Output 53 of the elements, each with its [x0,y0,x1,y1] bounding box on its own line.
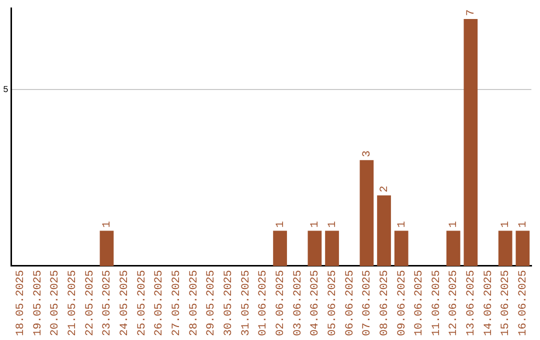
x-tick-label: 11.06.2025 [430,270,443,336]
x-tick-label: 31.05.2025 [240,270,252,336]
x-tick-label: 20.05.2025 [50,270,62,336]
x-tick-label: 14.06.2025 [482,270,495,336]
x-tick-label: 12.06.2025 [448,270,460,336]
x-tick-label: 19.05.2025 [32,270,44,336]
x-tick-label: 08.06.2025 [378,270,391,336]
bar [325,230,339,266]
bar [516,230,530,266]
x-tick-label: 06.06.2025 [344,270,356,336]
data-label: 2 [378,186,391,192]
x-tick-label: 22.05.2025 [84,270,96,336]
x-tick-label: 01.06.2025 [258,270,270,336]
bar [100,230,114,266]
x-tick-label: 23.05.2025 [102,270,114,336]
x-tick-label: 18.05.2025 [14,270,27,336]
data-label: 3 [362,150,374,158]
x-tick-label: 26.05.2025 [154,270,166,336]
x-tick-label: 24.05.2025 [118,270,131,336]
bar [377,195,391,266]
bar [360,160,374,266]
bar [273,230,287,266]
x-tick-label: 02.06.2025 [274,270,287,336]
x-tick-label: 25.05.2025 [136,270,148,336]
x-tick-label: 27.05.2025 [170,270,183,336]
x-tick-label: 28.05.2025 [188,270,200,336]
data-label: 1 [518,220,530,228]
data-label: 1 [396,220,408,228]
bar [446,230,460,266]
data-label: 1 [102,220,114,228]
x-tick-label: 07.06.2025 [362,270,374,336]
x-tick-label: 13.06.2025 [466,270,478,336]
data-label: 1 [500,220,512,228]
y-tick-label: 5 [2,84,8,95]
bar [394,230,408,266]
x-tick-label: 05.06.2025 [326,270,339,336]
x-tick-label: 30.05.2025 [222,270,235,336]
data-label: 1 [326,220,339,228]
x-tick-label: 09.06.2025 [396,270,408,336]
x-tick-label: 04.06.2025 [310,270,322,336]
data-label: 1 [448,220,460,228]
bar [464,18,478,266]
x-tick-label: 16.06.2025 [518,270,530,336]
x-tick-label: 03.06.2025 [292,270,304,336]
data-label: 7 [466,9,478,16]
data-label: 1 [274,220,287,228]
data-label: 1 [310,220,322,228]
x-tick-label: 15.06.2025 [500,270,512,336]
x-tick-label: 10.06.2025 [414,270,426,336]
x-tick-label: 21.05.2025 [66,270,79,336]
x-tick-label: 29.05.2025 [206,270,218,336]
bar [498,230,512,266]
bar [308,230,322,266]
